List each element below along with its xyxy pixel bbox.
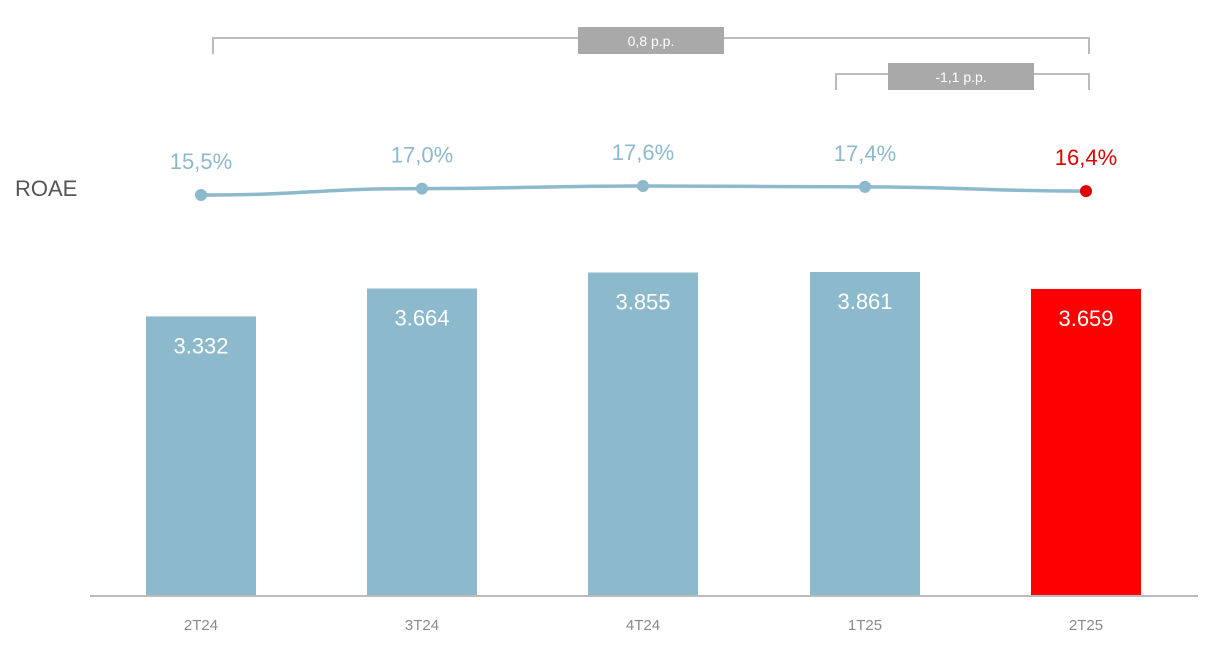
roae-value-label-2t24: 15,5% [170,149,232,174]
roae-value-label-1t25: 17,4% [834,141,896,166]
roae-line-group: 15,5% 17,0% 17,6% 17,4% 16,4% [170,140,1117,201]
bar-1t25 [810,272,920,596]
x-tick-label-1t25: 1T25 [848,617,882,634]
bracket-box-2 [888,63,1034,90]
bar-3t24 [367,288,477,596]
x-tick-label-2t25: 2T25 [1069,617,1103,634]
bracket-annotations: 0,8 p.p. -1,1 p.p. [212,27,1090,90]
bar-2t24 [146,316,256,596]
bar-value-label-1t25: 3.861 [837,289,892,314]
bar-value-label-4t24: 3.855 [615,290,670,315]
roae-value-label-3t24: 17,0% [391,143,453,168]
roae-point-2t24 [195,189,207,201]
roae-value-label-2t25: 16,4% [1055,145,1117,170]
roae-value-label-4t24: 17,6% [612,140,674,165]
roae-point-4t24 [637,180,649,192]
x-tick-label-4t24: 4T24 [626,617,660,634]
roae-series-label: ROAE [15,176,77,201]
bracket-label-1: 0,8 p.p. [628,33,675,49]
x-tick-label-2t24: 2T24 [184,617,218,634]
roae-point-1t25 [859,180,871,193]
x-tick-label-3t24: 3T24 [405,617,439,634]
bar-4t24 [588,272,698,596]
bar-2t25 [1031,288,1141,596]
bracket-label-2: -1,1 p.p. [935,69,986,85]
x-axis-ticks: 2T24 3T24 4T24 1T25 2T25 [184,617,1103,634]
bracket-box-1 [578,27,724,54]
roae-point-3t24 [416,182,428,195]
roae-point-2t25 [1080,185,1092,198]
bar-value-label-2t24: 3.332 [173,333,228,358]
bar-group: 3.332 3.664 3.855 3.861 3.659 [146,272,1141,596]
bar-value-label-2t25: 3.659 [1058,306,1113,331]
bar-value-label-3t24: 3.664 [394,306,449,331]
